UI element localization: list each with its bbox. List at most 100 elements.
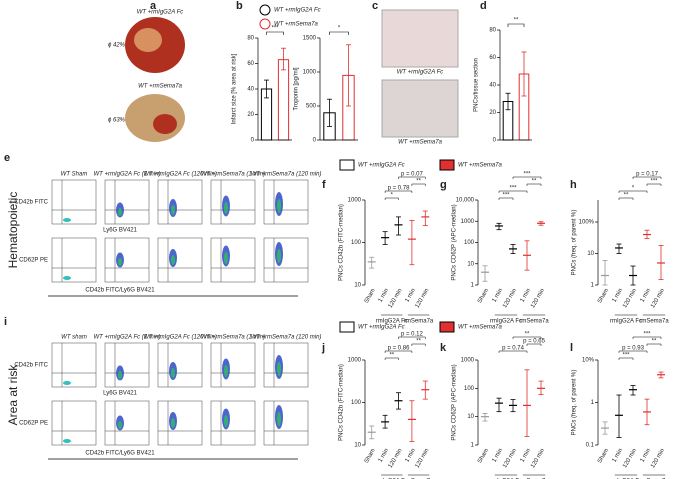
y-tick-label: 80 bbox=[247, 36, 254, 42]
bracket bbox=[384, 350, 413, 353]
annotation: ** bbox=[416, 339, 421, 345]
bracket bbox=[498, 197, 514, 200]
annotation: p = 0.17 bbox=[636, 172, 659, 178]
y-axis-label: PNCs (freq. of parent %) bbox=[572, 370, 578, 436]
annotation: p = 0.78 bbox=[388, 186, 411, 192]
bracket bbox=[526, 343, 542, 346]
y-tick-label: 20 bbox=[489, 110, 496, 116]
flow-plot bbox=[51, 400, 97, 446]
x-tick-label: Sham bbox=[597, 288, 610, 305]
y-tick-label: 1000 bbox=[461, 358, 475, 364]
panel-letter: l bbox=[570, 342, 573, 354]
flow-plot bbox=[157, 179, 203, 225]
heart-image bbox=[134, 28, 162, 52]
flow-plot bbox=[210, 179, 256, 225]
y-tick-label: 0 bbox=[313, 138, 317, 144]
group-label: rmSema7a bbox=[404, 319, 434, 325]
x-tick-label: 1 min bbox=[492, 448, 505, 464]
bracket bbox=[384, 197, 399, 200]
flow-title: WT +rmSema7a (1 min) bbox=[201, 172, 265, 178]
bracket bbox=[498, 350, 528, 353]
y-axis-label: Troponin [pg/ml] bbox=[294, 67, 300, 110]
y-tick-label: 60 bbox=[489, 55, 496, 61]
group-label: rmSema7a bbox=[639, 319, 669, 325]
flow-population bbox=[224, 252, 228, 264]
legend-label: WT +rmIgG2A Fc bbox=[274, 8, 321, 14]
flow-population bbox=[118, 371, 122, 379]
flow-population bbox=[171, 368, 175, 378]
y-tick-label: 1000 bbox=[461, 219, 475, 225]
panel-letter: h bbox=[570, 179, 577, 191]
bracket bbox=[632, 336, 662, 339]
histology-image bbox=[381, 9, 459, 68]
flow-population bbox=[171, 418, 175, 428]
flow-population bbox=[118, 208, 122, 216]
panel-letter: a bbox=[150, 0, 157, 12]
x-tick-label: 1 min bbox=[378, 288, 391, 304]
legend-marker bbox=[259, 18, 271, 30]
flow-plot bbox=[263, 179, 309, 225]
flow-title: WT +rmSema7a (1 min) bbox=[201, 335, 265, 341]
flow-plot bbox=[104, 400, 150, 446]
flow-plot bbox=[157, 237, 203, 283]
x-tick-label: 120 min bbox=[530, 448, 546, 469]
panel-letter: d bbox=[480, 0, 487, 12]
flow-title: WT Sham bbox=[61, 172, 88, 178]
y-tick-label: 80 bbox=[489, 28, 496, 34]
annotation: ** bbox=[416, 179, 421, 185]
legend-label: WT +rmSema7a bbox=[458, 325, 503, 331]
annotation: *** bbox=[643, 332, 651, 338]
x-tick-label: 1 min bbox=[378, 448, 391, 464]
flow-population bbox=[277, 412, 281, 426]
y-axis-label: PNCs CD62P (APC-median) bbox=[452, 364, 458, 440]
annotation: ** bbox=[525, 332, 530, 338]
group-label: rmIgG2A Fc bbox=[610, 319, 642, 325]
x-tick-label: 120 min bbox=[622, 448, 638, 469]
histology-label: WT +rmSema7a bbox=[398, 140, 443, 146]
flow-plot bbox=[104, 342, 150, 388]
annotation: *** bbox=[622, 353, 630, 359]
bracket bbox=[411, 343, 426, 346]
bracket bbox=[398, 176, 426, 179]
y-tick-label: 60 bbox=[247, 61, 254, 67]
x-tick-label: Sham bbox=[477, 448, 490, 465]
y-tick-label: 20 bbox=[247, 112, 254, 118]
flow-plot bbox=[210, 237, 256, 283]
y-tick-label: 0 bbox=[493, 138, 497, 144]
bracket bbox=[512, 176, 542, 179]
y-axis-label: PNCs (freq. of parent %) bbox=[572, 210, 578, 276]
annotation: ** bbox=[532, 179, 537, 185]
y-tick-label: 100 bbox=[351, 240, 362, 246]
flow-plot bbox=[210, 400, 256, 446]
flow-title: WT +rmSema7a (120 min) bbox=[251, 335, 322, 341]
bracket bbox=[618, 350, 648, 353]
flow-plot bbox=[157, 400, 203, 446]
x-tick-label: 120 min bbox=[502, 288, 518, 309]
flow-population bbox=[118, 258, 122, 266]
y-tick-label: 500 bbox=[306, 104, 317, 110]
flow-plot bbox=[104, 179, 150, 225]
legend-label: WT +rmSema7a bbox=[458, 163, 503, 169]
x-tick-label: 1 min bbox=[404, 448, 417, 464]
flow-population bbox=[277, 362, 281, 376]
annotation: *** bbox=[271, 26, 279, 32]
legend-marker bbox=[339, 321, 355, 333]
bracket bbox=[618, 197, 634, 200]
y-tick-label: 100% bbox=[579, 220, 595, 226]
flow-population bbox=[63, 381, 71, 385]
x-tick-label: Sham bbox=[364, 288, 377, 305]
flow-population bbox=[118, 421, 122, 429]
flow-title: WT sham bbox=[61, 335, 87, 341]
y-tick-label: 10 bbox=[587, 251, 594, 257]
row-label: Hematopoietic bbox=[6, 192, 20, 269]
x-tick-label: 1 min bbox=[520, 288, 533, 304]
y-tick-label: 1000 bbox=[303, 70, 317, 76]
axis-label: CD42b FITC/Ly6G BV421 bbox=[85, 288, 155, 294]
group-label: rmIgG2A Fc bbox=[376, 319, 408, 325]
flow-plot bbox=[51, 342, 97, 388]
bracket bbox=[646, 183, 662, 186]
flow-plot bbox=[263, 400, 309, 446]
heart-image bbox=[153, 114, 177, 134]
flow-population bbox=[171, 255, 175, 265]
flow-plot bbox=[263, 342, 309, 388]
